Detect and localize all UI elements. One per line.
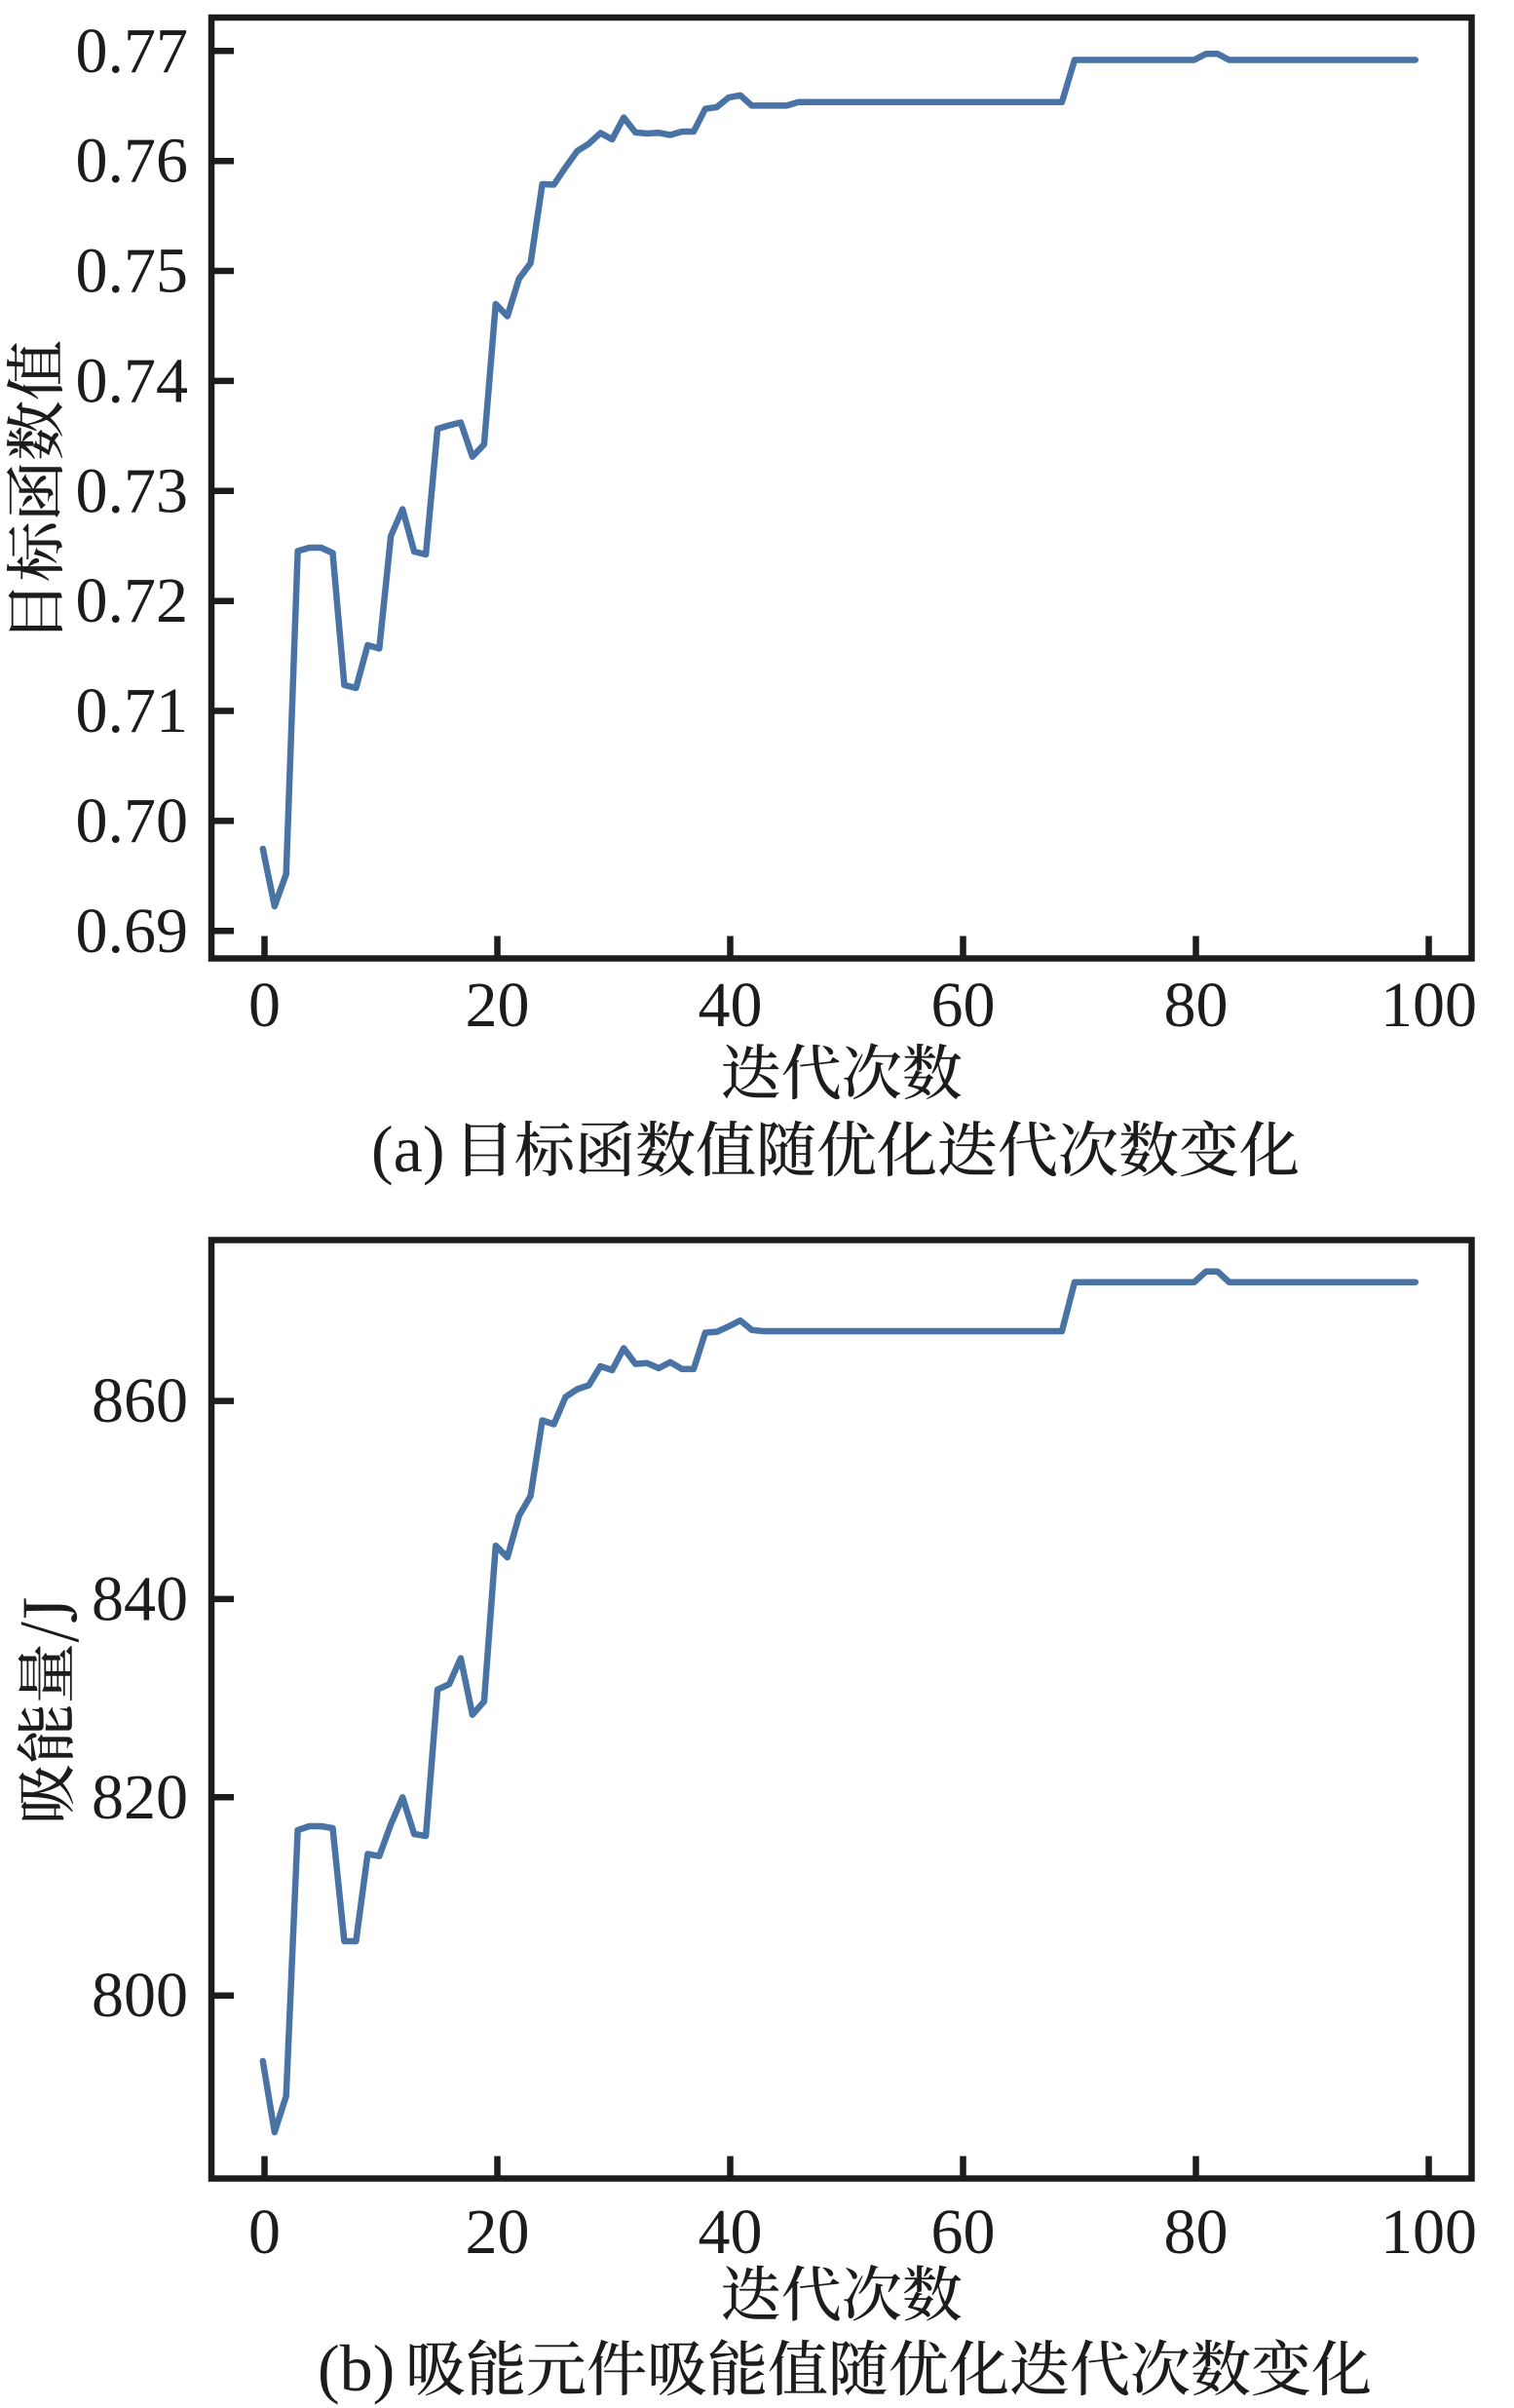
svg-text:0.75: 0.75 xyxy=(76,236,189,307)
svg-text:0.77: 0.77 xyxy=(76,16,189,87)
svg-text:40: 40 xyxy=(699,2197,763,2268)
svg-text:60: 60 xyxy=(931,970,996,1041)
svg-text:0.70: 0.70 xyxy=(76,785,189,857)
svg-text:0.71: 0.71 xyxy=(76,675,189,746)
svg-text:840: 840 xyxy=(92,1563,188,1634)
svg-text:(a): (a) xyxy=(371,1112,444,1186)
svg-text:80: 80 xyxy=(1164,2197,1229,2268)
svg-text:40: 40 xyxy=(699,970,763,1041)
svg-text:0.74: 0.74 xyxy=(76,345,189,416)
svg-text:0.73: 0.73 xyxy=(76,455,189,526)
svg-text:860: 860 xyxy=(92,1365,188,1436)
svg-text:60: 60 xyxy=(931,2197,996,2268)
svg-text:20: 20 xyxy=(466,2197,530,2268)
svg-text:100: 100 xyxy=(1381,2197,1477,2268)
svg-text:80: 80 xyxy=(1164,970,1229,1041)
svg-text:0.72: 0.72 xyxy=(76,565,189,636)
svg-text:0.76: 0.76 xyxy=(76,126,189,197)
svg-text:0: 0 xyxy=(248,2197,281,2268)
svg-text:800: 800 xyxy=(92,1960,188,2031)
svg-text:(b): (b) xyxy=(318,2331,395,2405)
svg-text:0: 0 xyxy=(248,970,281,1041)
svg-text:820: 820 xyxy=(92,1762,188,1833)
svg-text:20: 20 xyxy=(466,970,530,1041)
svg-text:0.69: 0.69 xyxy=(76,896,189,967)
svg-text:100: 100 xyxy=(1381,970,1477,1041)
